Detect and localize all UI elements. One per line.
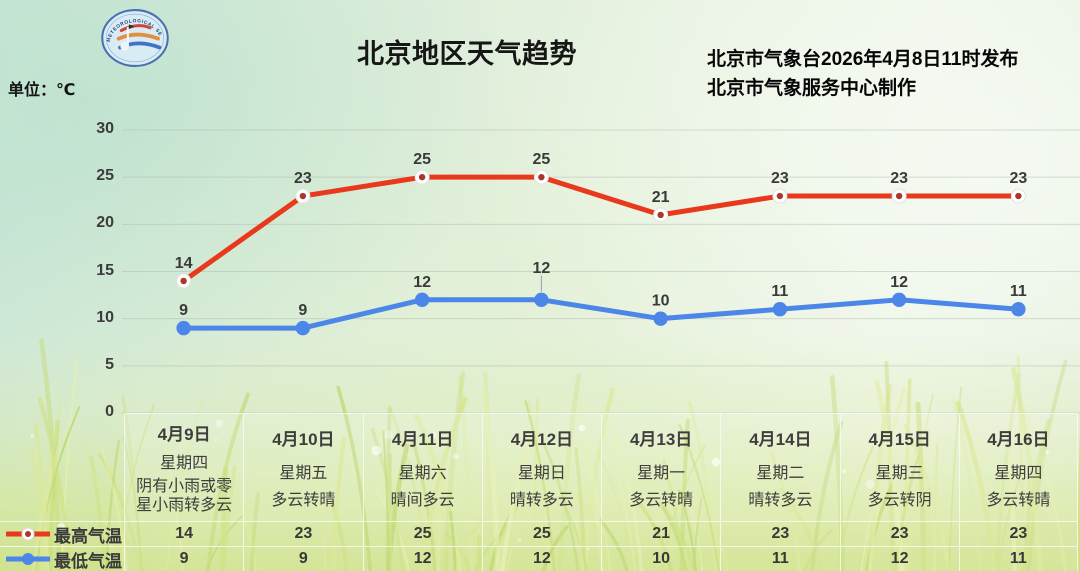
producer-line: 北京市气象服务中心制作 xyxy=(707,78,917,99)
issue-info: 北京市气象台2026年4月8日11时发布 北京市气象服务中心制作 xyxy=(707,45,1019,103)
max-temp-value-cell: 25 xyxy=(481,521,601,546)
data-point-marker-icon xyxy=(1011,302,1026,317)
weather-label: 晴间多云 xyxy=(390,492,455,510)
data-point-marker-center-icon xyxy=(538,173,545,181)
min-temp-value-cell: 10 xyxy=(601,546,721,571)
data-label: 23 xyxy=(890,170,908,187)
beijing-meteorological-service-logo-icon: METEOROLOGICAL SERVICE xyxy=(100,8,169,67)
data-label: 12 xyxy=(413,274,431,291)
grass-decoration-icon xyxy=(29,338,1080,571)
data-point-marker-center-icon xyxy=(1015,192,1022,200)
min-temp-value-cell: 9 xyxy=(243,546,363,571)
unit-label: 单位：℃ xyxy=(8,82,76,99)
weekday-label: 星期四 xyxy=(994,464,1043,482)
legend-marker-min-temp-icon xyxy=(6,553,50,565)
max-temp-value-cell: 14 xyxy=(124,521,244,546)
legend-item-min-temp: 最低气温 xyxy=(0,546,124,571)
weekday-label: 星期六 xyxy=(398,464,447,482)
day-header: 4月10日星期五多云转晴 xyxy=(243,413,363,521)
series-line-max-temp xyxy=(181,174,1021,284)
forecast-table: 4月9日 星期四 阴有小雨或零星小雨转多云 4月10日 星期五 多云转晴 4月11日 星期六晴… xyxy=(0,413,1078,571)
data-label: 25 xyxy=(532,151,550,168)
data-point-marker-icon xyxy=(295,320,311,336)
weekday-label: 星期日 xyxy=(517,464,566,482)
min-temp-value-cell: 12 xyxy=(839,546,959,571)
day-header: 4月12日星期日晴转多云 xyxy=(481,413,601,521)
min-temp-value-cell: 12 xyxy=(481,546,601,571)
issue-line: 北京市气象台2026年4月8日11时发布 xyxy=(707,49,1019,70)
data-label: 9 xyxy=(298,302,307,319)
data-label: 12 xyxy=(890,274,908,291)
data-label: 23 xyxy=(294,170,312,187)
min-temp-value-cell: 9 xyxy=(124,546,244,571)
data-label: 9 xyxy=(179,302,188,319)
data-point-marker-center-icon xyxy=(776,192,784,200)
date-label: 4月16日 xyxy=(987,429,1050,449)
data-point-marker-center-icon xyxy=(180,277,187,285)
data-point-marker-icon xyxy=(414,292,430,307)
max-temp-value-cell: 23 xyxy=(958,521,1078,546)
date-label: 4月12日 xyxy=(510,429,574,449)
data-point-marker-icon xyxy=(891,292,907,307)
date-label: 4月10日 xyxy=(272,429,335,449)
date-label: 4月15日 xyxy=(868,429,931,449)
day-header: 4月15日星期三多云转阴 xyxy=(839,413,959,521)
max-temp-value-cell: 23 xyxy=(720,521,840,546)
data-point-marker-icon xyxy=(534,292,549,307)
min-temp-value-cell: 12 xyxy=(362,546,482,571)
weekday-label: 星期一 xyxy=(637,464,686,482)
day-header: 4月13日星期一多云转晴 xyxy=(601,413,721,521)
max-temp-value-cell: 23 xyxy=(839,521,959,546)
weekday-label: 星期五 xyxy=(279,464,328,482)
data-label: 10 xyxy=(652,293,670,310)
weekday-label: 星期三 xyxy=(875,464,924,482)
legend-spacer xyxy=(0,413,124,521)
day-header: 4月9日星期四阴有小雨或零星小雨转多云 xyxy=(124,413,244,521)
day-header: 4月14日星期二晴转多云 xyxy=(720,413,840,521)
data-point-marker-center-icon xyxy=(657,211,664,219)
weather-label: 阴有小雨或零星小雨转多云 xyxy=(136,478,233,514)
page-title: 北京地区天气趋势 xyxy=(357,39,577,69)
weather-label: 晴转多云 xyxy=(509,492,574,510)
weather-label: 多云转阴 xyxy=(867,492,932,510)
data-point-marker-icon xyxy=(176,320,191,336)
series-line-min-temp xyxy=(181,297,1021,331)
weather-label: 多云转晴 xyxy=(986,492,1051,510)
max-temp-value-cell: 21 xyxy=(601,521,721,546)
legend-marker-max-temp-icon xyxy=(6,527,50,541)
data-label: 14 xyxy=(175,255,193,272)
data-point-marker-center-icon xyxy=(299,192,307,200)
date-label: 4月11日 xyxy=(391,429,454,449)
min-temp-value-cell: 11 xyxy=(720,546,840,571)
day-header: 4月11日星期六晴间多云 xyxy=(362,413,482,521)
weather-label: 晴转多云 xyxy=(748,492,813,510)
data-label: 21 xyxy=(652,189,670,206)
data-point-marker-center-icon xyxy=(418,173,426,181)
day-header: 4月16日星期四多云转晴 xyxy=(958,413,1078,521)
weather-label: 多云转晴 xyxy=(629,492,694,510)
legend-label: 最低气温 xyxy=(54,551,122,571)
max-temp-value-cell: 25 xyxy=(362,521,482,546)
data-label: 12 xyxy=(532,260,550,277)
data-label: 11 xyxy=(1010,283,1027,300)
data-label: 23 xyxy=(771,170,789,187)
date-label: 4月9日 xyxy=(157,425,211,444)
weekday-label: 星期二 xyxy=(756,464,805,482)
data-label: 23 xyxy=(1009,170,1027,187)
data-label: 11 xyxy=(771,283,788,300)
min-temp-value-cell: 11 xyxy=(958,546,1078,571)
date-label: 4月14日 xyxy=(749,429,812,449)
data-point-marker-icon xyxy=(653,311,668,326)
data-point-marker-center-icon xyxy=(895,192,903,200)
date-label: 4月13日 xyxy=(629,429,693,449)
data-point-marker-icon xyxy=(772,302,788,317)
data-label: 25 xyxy=(413,151,431,168)
legend-item-max-temp: 最高气温 xyxy=(0,521,124,546)
legend-label: 最高气温 xyxy=(54,526,122,546)
weather-label: 多云转晴 xyxy=(271,492,336,510)
weekday-label: 星期四 xyxy=(160,455,209,472)
max-temp-value-cell: 23 xyxy=(243,521,363,546)
